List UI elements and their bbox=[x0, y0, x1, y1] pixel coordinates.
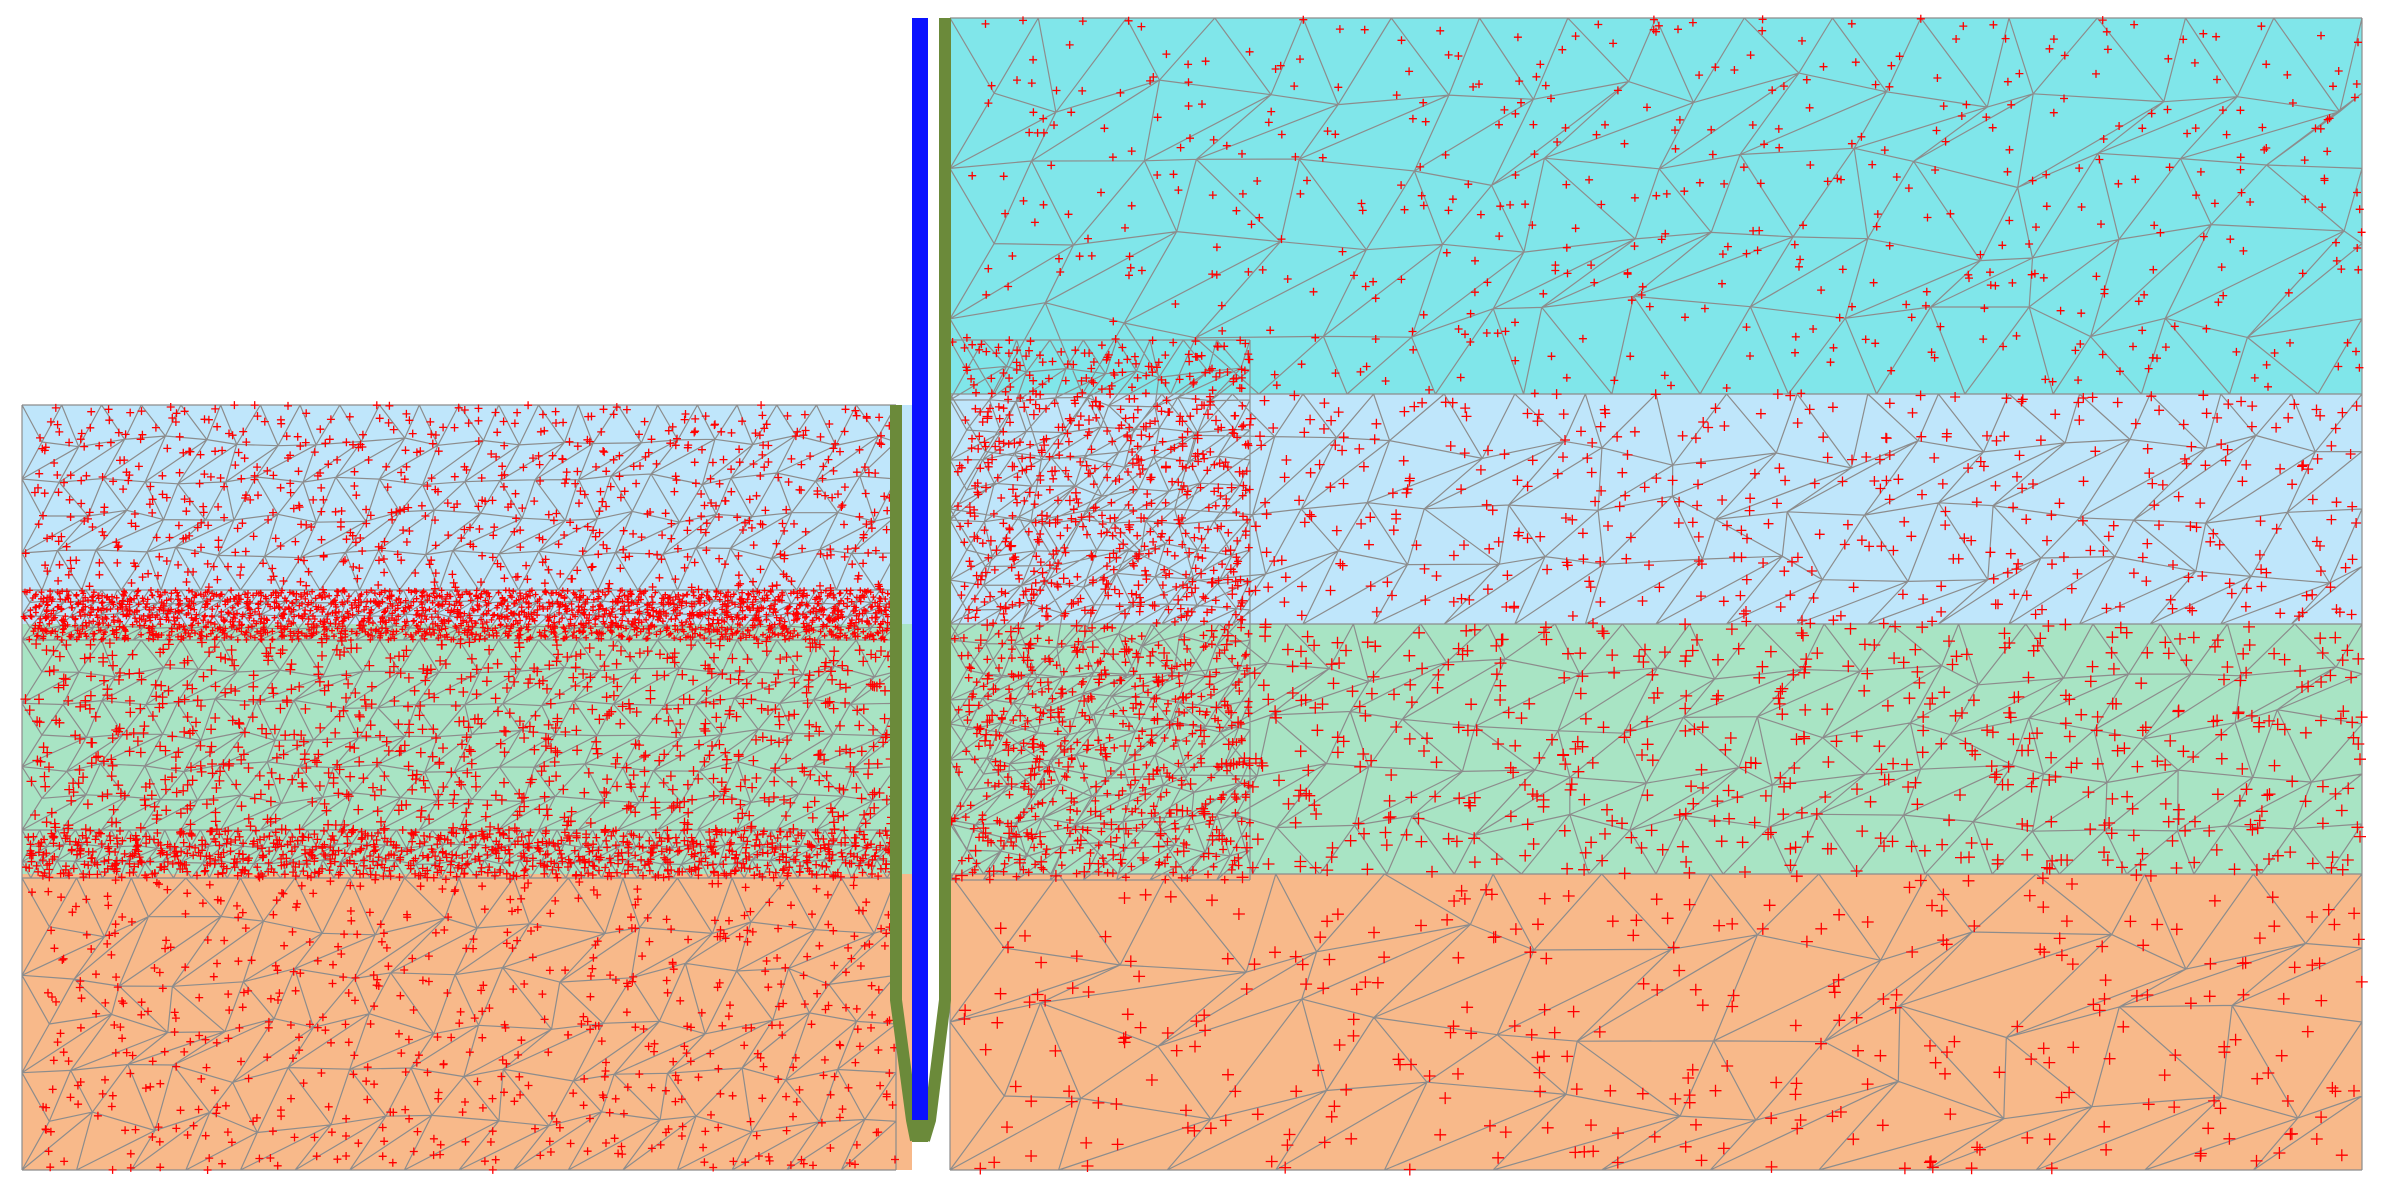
wall-tip bbox=[912, 1118, 928, 1142]
diaphragm-wall bbox=[912, 18, 928, 1120]
soil-layer-4-left bbox=[22, 874, 912, 1170]
soil-layer-4-right bbox=[950, 874, 2362, 1170]
stress-points bbox=[20, 14, 2368, 1176]
soil-layer-3-left bbox=[22, 624, 912, 874]
soil-layer-1-right bbox=[950, 18, 2362, 394]
stress-point-markers bbox=[20, 14, 2368, 1176]
soil-layer-3-right bbox=[950, 624, 2362, 874]
